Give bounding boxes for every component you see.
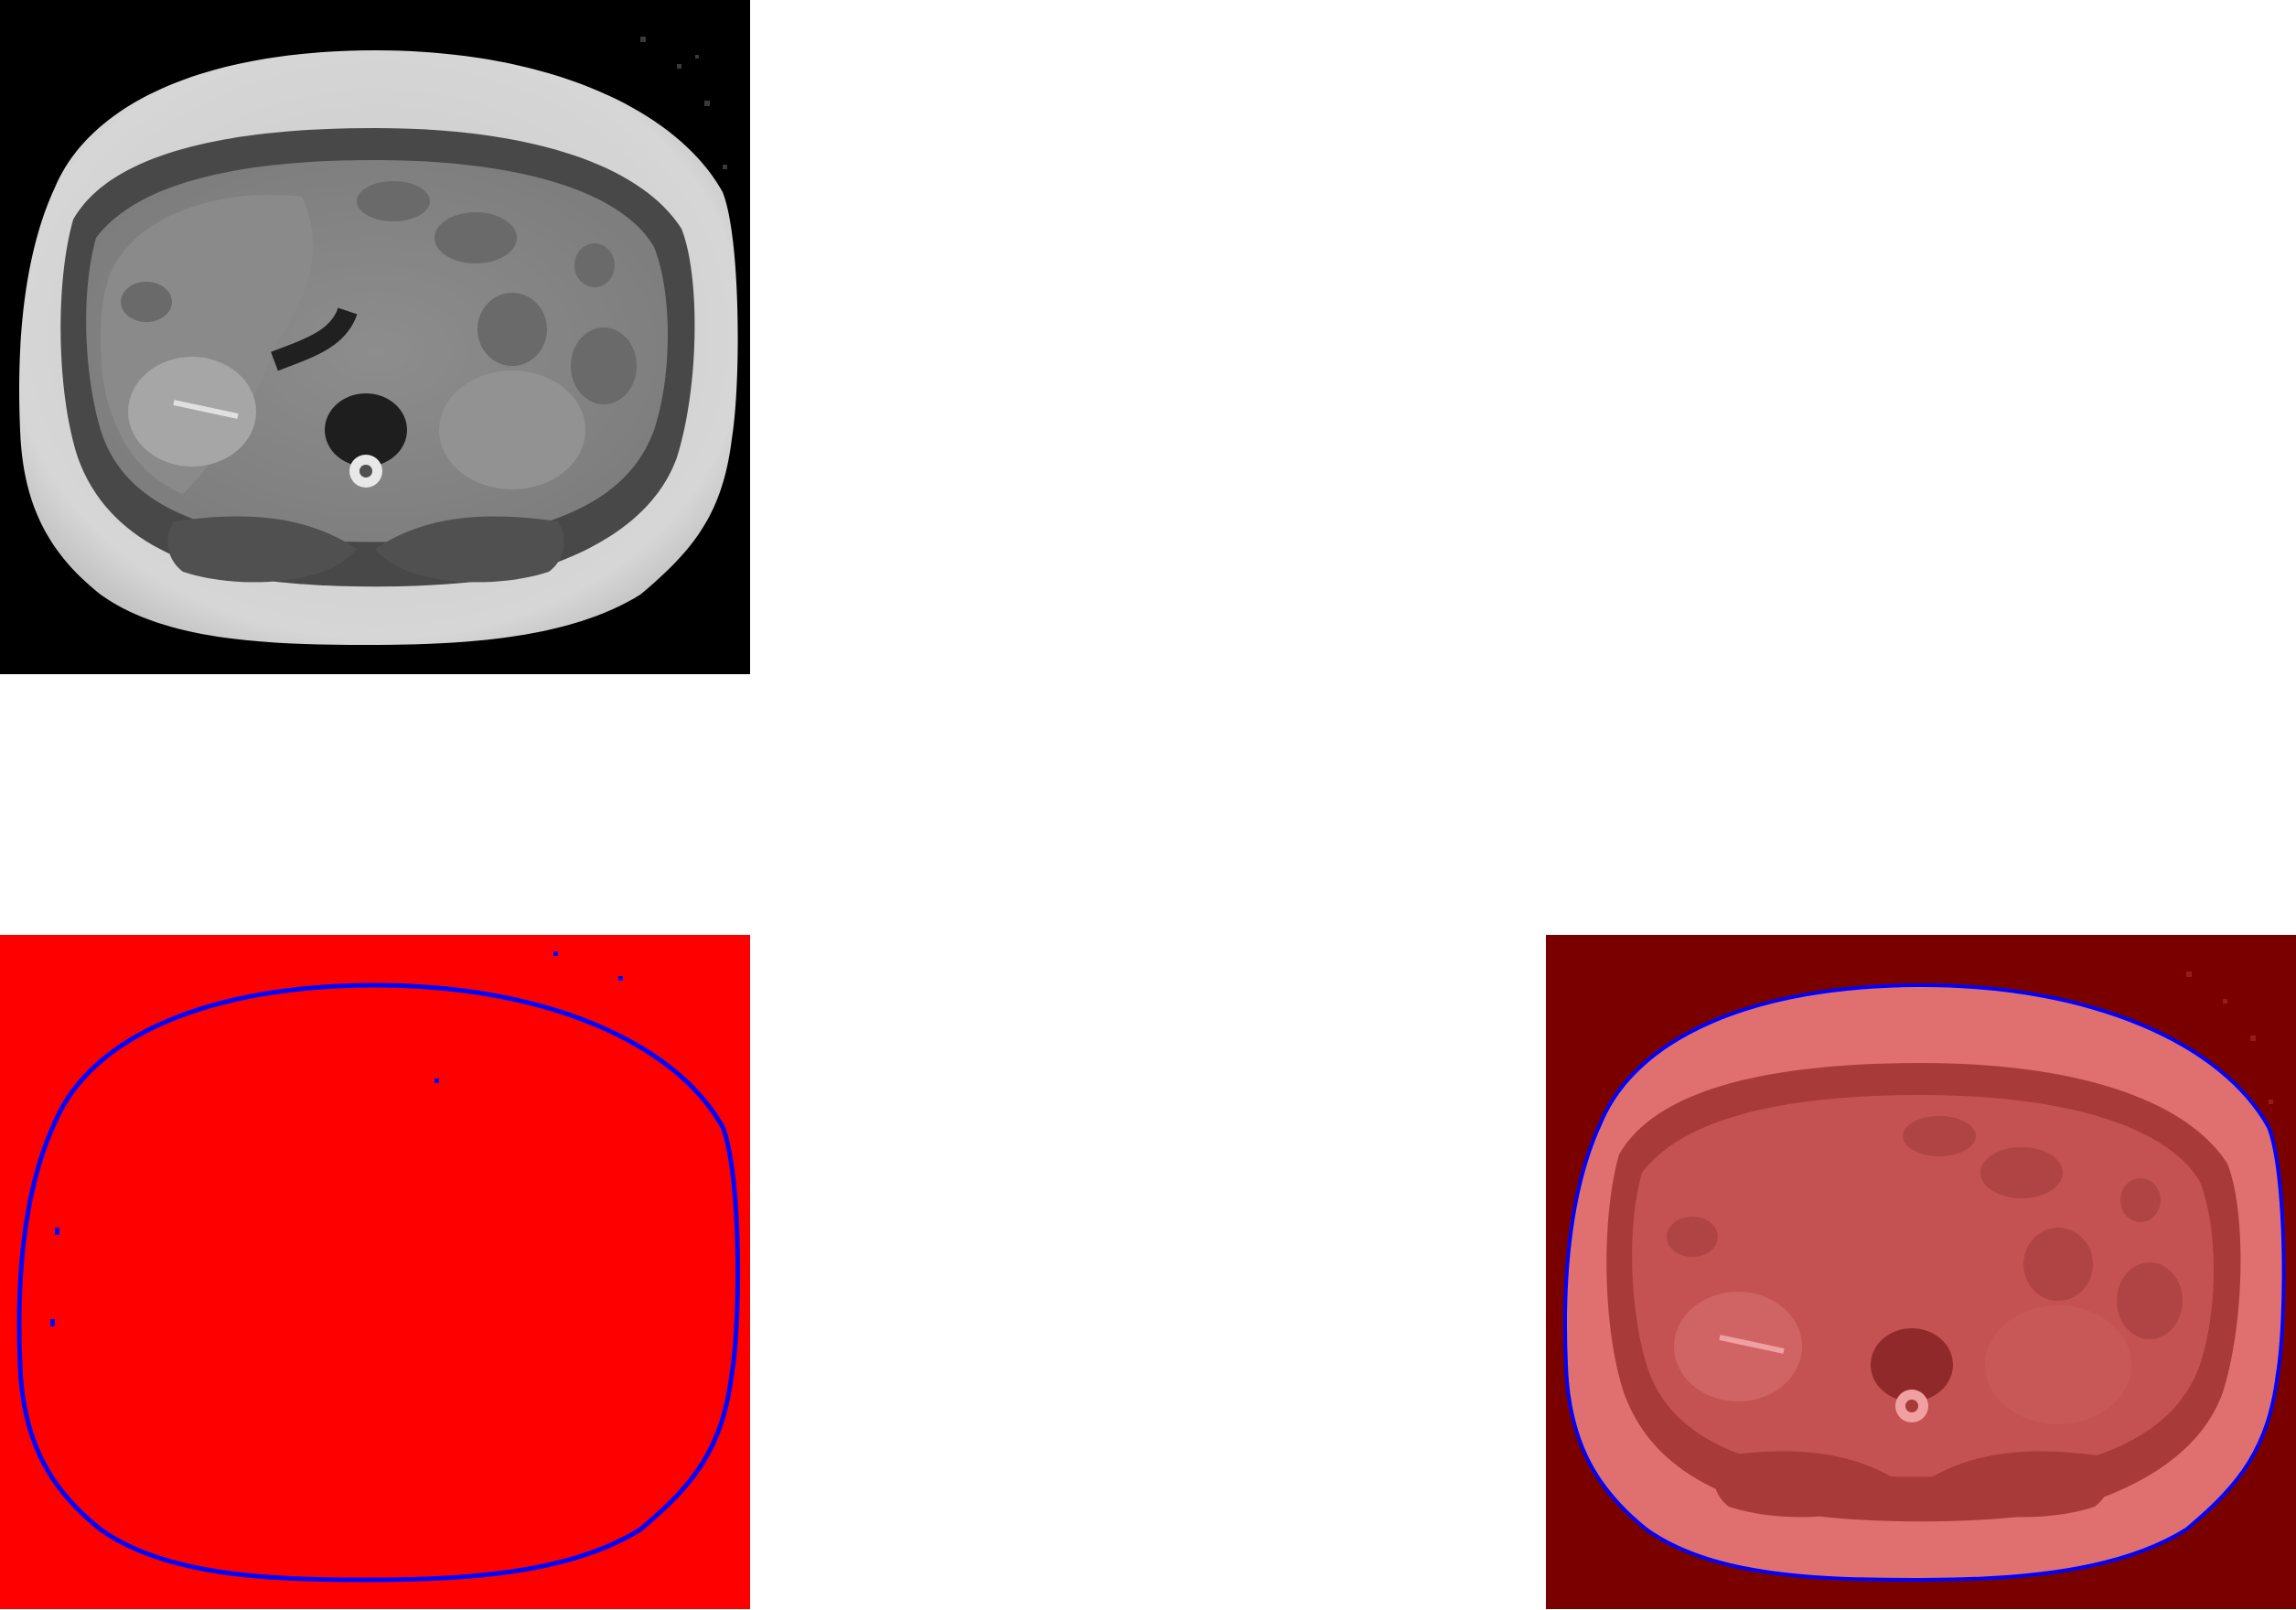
segmentation-mask-image [0, 935, 750, 1609]
overlay-panel [1546, 935, 2296, 1609]
mri-slice-image [0, 0, 750, 674]
segmentation-mask-panel [0, 935, 750, 1609]
overlay-image [1546, 935, 2296, 1609]
mri-slice-panel [0, 0, 750, 674]
